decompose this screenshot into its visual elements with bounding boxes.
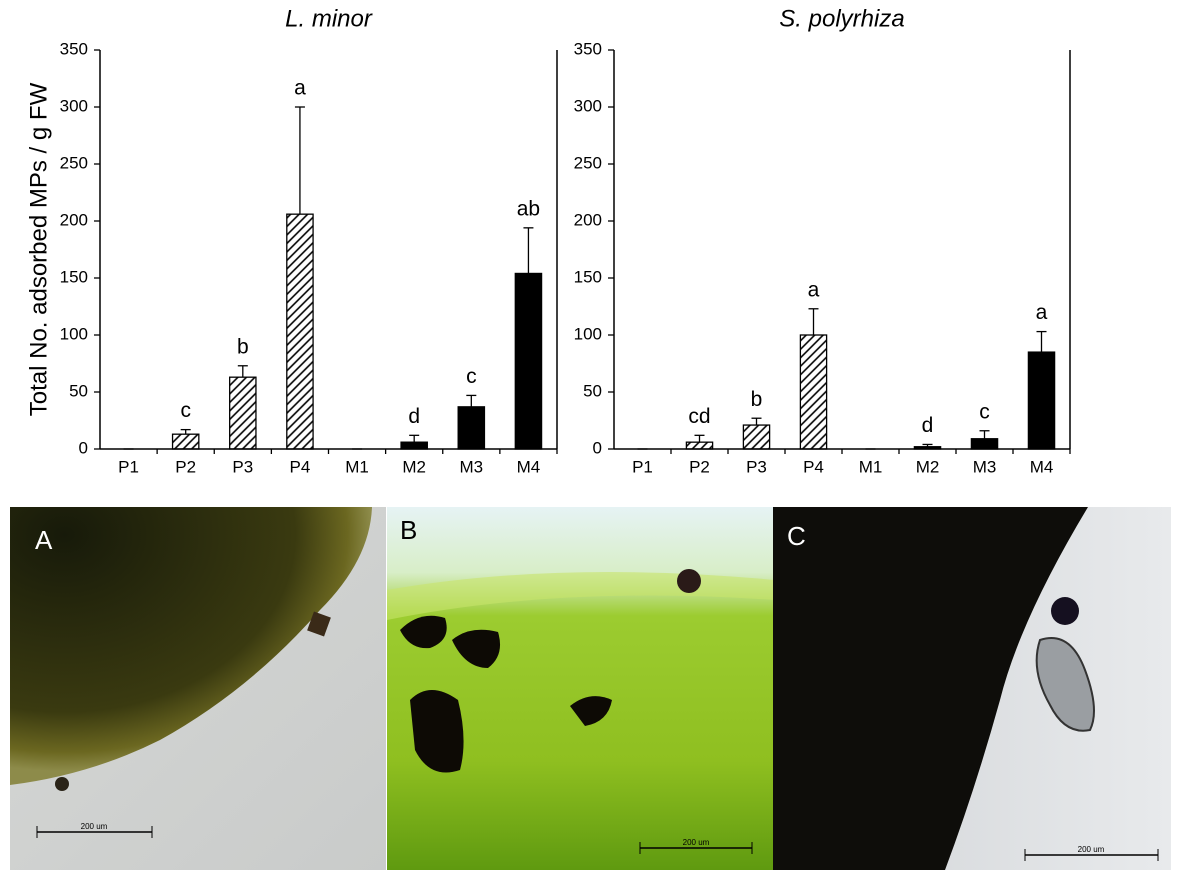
x-tick-label: M4: [517, 457, 541, 476]
y-tick-label: 200: [574, 210, 602, 229]
y-tick-label: 50: [583, 381, 602, 400]
y-tick-label: 250: [574, 153, 602, 172]
y-tick-label: 250: [60, 153, 88, 172]
y-tick-label: 50: [69, 381, 88, 400]
bar: [742, 424, 771, 450]
panel-label: A: [35, 525, 53, 555]
significance-letter: ab: [517, 197, 540, 220]
y-tick-label: 350: [574, 39, 602, 58]
x-tick-label: M3: [973, 457, 997, 476]
micrograph-a: [10, 507, 386, 870]
x-tick-label: M3: [460, 457, 484, 476]
micrograph-b: [387, 507, 775, 870]
bar: [1027, 351, 1056, 450]
x-tick-label: M2: [402, 457, 426, 476]
y-tick-label: 300: [574, 96, 602, 115]
bar: [171, 433, 200, 450]
x-tick-label: P4: [803, 457, 824, 476]
significance-letter: a: [808, 278, 820, 301]
x-tick-label: M1: [859, 457, 883, 476]
bar: [970, 438, 999, 450]
scale-label: 200 um: [1078, 845, 1105, 854]
y-tick-label: 0: [593, 438, 602, 457]
y-tick-label: 100: [60, 324, 88, 343]
bar: [799, 334, 828, 450]
x-tick-label: P3: [746, 457, 767, 476]
bar: [685, 441, 714, 450]
bar: [457, 406, 486, 450]
significance-letter: cd: [688, 405, 710, 428]
y-tick-label: 350: [60, 39, 88, 58]
y-axis-label: Total No. adsorbed MPs / g FW: [25, 82, 52, 416]
bar: [229, 376, 257, 450]
x-tick-label: M2: [916, 457, 940, 476]
chart-title: S. polyrhiza: [779, 5, 904, 32]
x-tick-label: P1: [118, 457, 139, 476]
chart-title: L. minor: [285, 5, 373, 32]
significance-letter: b: [237, 335, 249, 358]
significance-letter: c: [466, 365, 477, 388]
y-tick-label: 150: [60, 267, 88, 286]
panel-label: C: [787, 521, 806, 551]
y-tick-label: 100: [574, 324, 602, 343]
panel-label: B: [400, 515, 417, 545]
y-tick-label: 0: [79, 438, 88, 457]
y-tick-label: 200: [60, 210, 88, 229]
x-tick-label: P3: [232, 457, 253, 476]
significance-letter: c: [180, 399, 191, 422]
x-tick-label: P2: [689, 457, 710, 476]
significance-letter: c: [979, 400, 990, 423]
x-tick-label: P2: [175, 457, 196, 476]
y-tick-label: 300: [60, 96, 88, 115]
significance-letter: a: [294, 77, 306, 100]
x-tick-label: P1: [632, 457, 653, 476]
significance-letter: d: [922, 414, 934, 437]
bar: [514, 272, 543, 450]
micrograph-c: [773, 507, 1171, 870]
x-tick-label: M4: [1030, 457, 1054, 476]
significance-letter: a: [1036, 301, 1048, 324]
x-tick-label: P4: [290, 457, 311, 476]
scale-label: 200 um: [683, 838, 710, 847]
y-tick-label: 150: [574, 267, 602, 286]
scale-label: 200 um: [81, 822, 108, 831]
bar: [400, 441, 428, 450]
bar: [286, 213, 314, 450]
x-tick-label: M1: [345, 457, 369, 476]
significance-letter: b: [751, 388, 763, 411]
significance-letter: d: [408, 405, 420, 428]
